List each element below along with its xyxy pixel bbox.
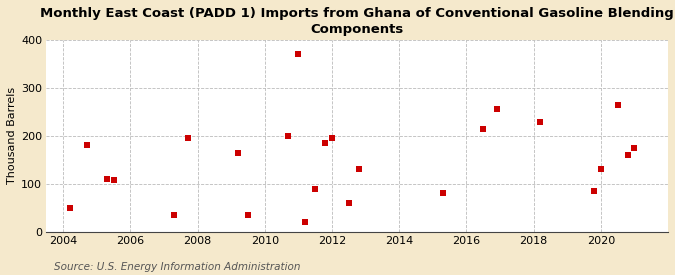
Point <box>233 150 244 155</box>
Point <box>589 189 599 193</box>
Point <box>108 178 119 182</box>
Point <box>535 120 546 125</box>
Point <box>81 143 92 148</box>
Point <box>437 191 448 196</box>
Point <box>169 213 180 217</box>
Y-axis label: Thousand Barrels: Thousand Barrels <box>7 87 17 185</box>
Point <box>242 213 253 217</box>
Point <box>327 136 338 141</box>
Point <box>300 220 310 224</box>
Point <box>622 153 633 157</box>
Point <box>283 134 294 138</box>
Point <box>293 52 304 56</box>
Point <box>310 186 321 191</box>
Point <box>354 167 364 172</box>
Point <box>629 146 640 150</box>
Title: Monthly East Coast (PADD 1) Imports from Ghana of Conventional Gasoline Blending: Monthly East Coast (PADD 1) Imports from… <box>40 7 674 36</box>
Point <box>101 177 112 181</box>
Point <box>65 206 76 210</box>
Text: Source: U.S. Energy Information Administration: Source: U.S. Energy Information Administ… <box>54 262 300 272</box>
Point <box>491 107 502 112</box>
Point <box>344 201 354 205</box>
Point <box>320 141 331 145</box>
Point <box>182 136 193 141</box>
Point <box>595 167 606 172</box>
Point <box>612 103 623 107</box>
Point <box>478 126 489 131</box>
